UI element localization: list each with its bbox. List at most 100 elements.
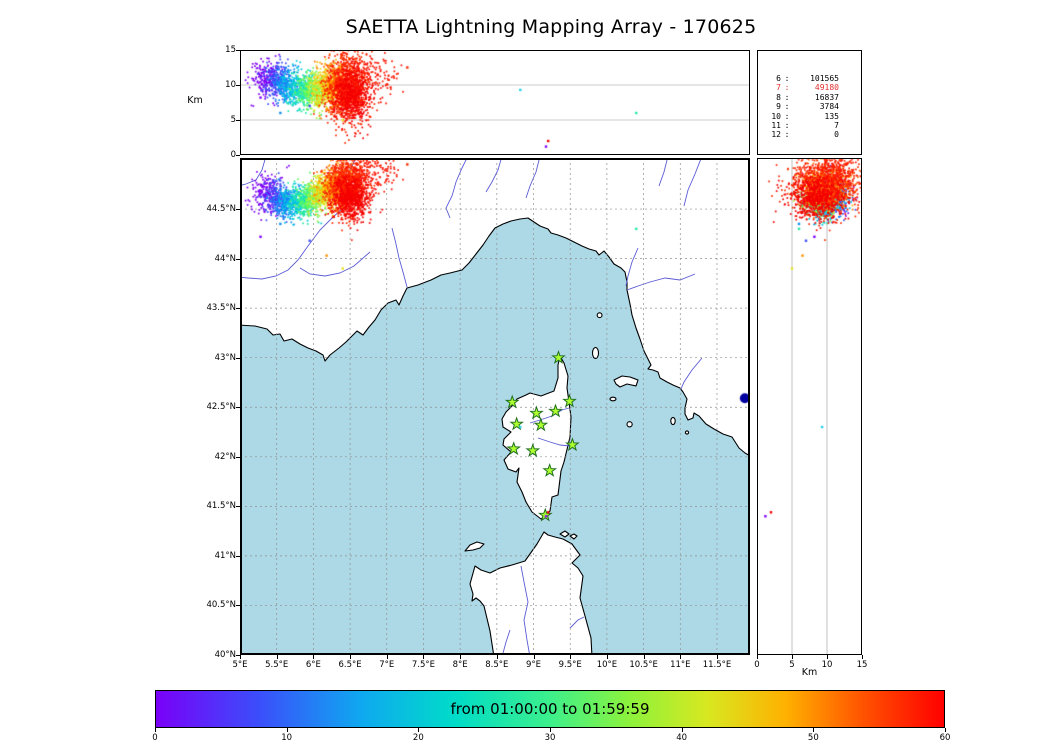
station-count-value: 0 [834,130,839,140]
axis-tick [240,655,241,659]
alt-tick-label: 5 [230,115,236,125]
station-count-key: 10 [771,111,781,121]
colorbar-tick-label: 60 [939,733,951,743]
axis-tick [945,728,946,732]
axis-tick [496,655,498,659]
axis-tick [236,85,240,86]
lon-tick-label: 10°E [596,660,618,670]
lat-tick-label: 44.5°N [206,204,236,215]
axis-tick [276,655,278,659]
axis-tick [418,728,420,732]
figure-title: SAETTA Lightning Mapping Array - 170625 [345,16,757,38]
colon: : [784,121,790,131]
alt-tick-label: 15 [225,45,236,55]
station-count-row: 12: 0 [765,130,839,139]
lon-tick-label: 5°E [232,660,248,670]
axis-tick [313,655,315,659]
altitude-longitude-scatter-canvas [240,50,750,155]
alt-tick-label: 10 [225,80,236,90]
lon-tick-label: 6.5°E [338,660,362,670]
axis-tick [423,655,425,659]
colorbar-tick-label: 40 [676,733,688,743]
altitude-axis-label-top: Km [187,95,203,106]
axis-tick [813,728,815,732]
axis-tick [757,655,758,659]
axis-tick [236,407,240,409]
station-count-key: 9 [776,102,781,112]
lat-tick-label: 43°N [214,352,236,363]
axis-tick [286,728,288,732]
colon: : [784,111,790,121]
axis-tick [155,728,156,732]
station-count-key: 7 [776,83,781,93]
axis-tick [792,655,793,659]
colon: : [784,102,790,112]
lon-tick-label: 5.5°E [265,660,289,670]
station-count-key: 12 [771,130,781,140]
axis-tick [460,655,462,659]
colon: : [784,92,790,102]
axis-tick [533,655,535,659]
colon: : [784,74,790,83]
lon-tick-label: 8°E [452,660,468,670]
station-count-row: 11: 7 [765,121,839,130]
axis-tick [236,357,240,359]
lon-tick-label: 8.5°E [485,660,509,670]
colon: : [784,83,790,93]
axis-tick [643,655,645,659]
station-count-key: 8 [776,92,781,102]
altitude-axis-label-right: Km [801,667,818,678]
axis-tick [236,50,240,51]
axis-tick [236,655,240,656]
altitude-latitude-scatter-canvas [757,158,862,655]
station-count-stats-panel: 6:101565 7:49180 8:16837 9:3784 10:135 11:7 12… [757,50,862,155]
station-count-value: 135 [824,111,839,121]
axis-tick [236,155,240,156]
axis-tick [827,655,828,659]
axis-tick [236,120,240,121]
station-count-key: 6 [776,74,781,83]
station-count-value: 3784 [819,102,839,112]
alt-tick-label: 0 [230,150,236,160]
alt-tick-label: 15 [856,660,868,670]
colorbar-tick-label: 20 [412,733,424,743]
axis-tick [236,605,240,607]
lon-tick-label: 10.5°E [629,660,658,670]
lat-tick-label: 42°N [214,451,236,462]
colorbar-tick-label: 50 [807,733,819,743]
lat-tick-label: 41.5°N [206,501,236,512]
lon-tick-label: 11°E [670,660,691,670]
colon: : [784,130,790,140]
axis-tick [386,655,388,659]
lon-tick-label: 7.5°E [411,660,436,670]
alt-tick-label: 10 [821,660,833,670]
lat-tick-label: 40.5°N [206,600,236,611]
axis-tick [236,456,240,458]
lon-tick-label: 9.5°E [558,660,582,670]
lon-tick-label: 9°E [526,660,542,670]
axis-tick [716,655,718,659]
axis-tick [236,506,240,508]
lat-tick-label: 44°N [214,253,236,264]
colorbar-tick-label: 0 [152,733,158,743]
lon-tick-label: 11.5°E [702,660,732,670]
lat-tick-label: 43.5°N [206,303,236,314]
station-count-row: 6: 101565 [765,74,839,83]
map-scatter-canvas [240,158,750,655]
station-count-value: 16837 [814,92,839,102]
axis-tick [236,308,240,310]
station-count-row: 8: 16837 [765,93,839,102]
station-count-row: 9: 3784 [765,102,839,111]
axis-tick [862,655,863,659]
lon-tick-label: 6°E [305,660,321,670]
axis-tick [236,209,240,211]
altitude-longitude-panel [240,50,750,155]
map-panel [240,158,750,655]
lat-tick-label: 41°N [214,550,236,561]
station-count-value: 7 [834,121,839,131]
axis-tick [236,258,240,260]
lat-tick-label: 42.5°N [206,402,236,413]
axis-tick [550,728,551,732]
station-count-table: 6:101565 7:49180 8:16837 9:3784 10:135 11:7 12… [765,74,839,140]
station-count-key: 11 [771,121,781,131]
